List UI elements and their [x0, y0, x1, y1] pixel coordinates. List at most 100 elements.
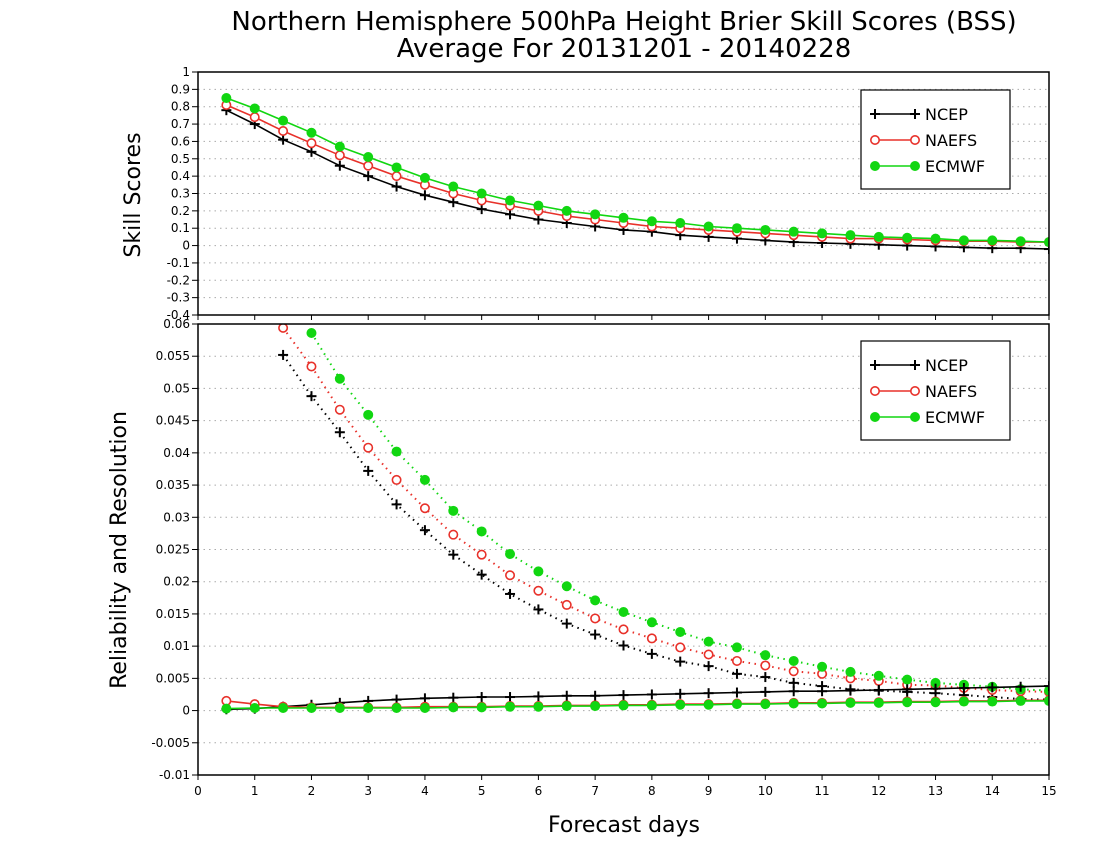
bottom-ecmwf-resolution-point — [561, 701, 572, 712]
bottom-ecmwf-reliability-point — [448, 505, 459, 516]
bottom-y-tick-label: 0.015 — [156, 607, 190, 621]
bottom-ecmwf-resolution-point — [590, 701, 601, 712]
bottom-naefs-reliability-point — [788, 666, 799, 677]
x-tick-label: 2 — [308, 784, 316, 798]
top-ncep-skill-point — [391, 181, 402, 192]
x-tick-label: 14 — [985, 784, 1000, 798]
top-y-tick-label: -0.4 — [167, 308, 190, 322]
top-legend-marker — [910, 161, 920, 171]
bottom-naefs-reliability-point — [448, 529, 459, 540]
bottom-legend-label: NAEFS — [925, 382, 977, 401]
top-ecmwf-skill-point — [561, 205, 572, 216]
bottom-ecmwf-resolution-point — [646, 700, 657, 711]
bottom-ecmwf-resolution-point — [448, 702, 459, 713]
bottom-ncep-reliability-point — [731, 668, 742, 679]
bottom-legend-item-ncep: NCEP — [870, 356, 968, 375]
bottom-legend-marker — [870, 360, 880, 370]
bottom-ecmwf-resolution-point — [618, 700, 629, 711]
bottom-ncep-resolution-point — [703, 688, 714, 699]
top-legend-item-naefs: NAEFS — [869, 131, 977, 150]
top-naefs-skill-point — [249, 112, 260, 123]
bottom-ecmwf-reliability-point — [363, 409, 374, 420]
bottom-ncep-resolution-point — [760, 686, 771, 697]
top-ecmwf-skill-point — [448, 181, 459, 192]
bottom-y-tick-label: 0 — [182, 704, 190, 718]
bottom-legend-label: NCEP — [925, 356, 968, 375]
bottom-y-tick-label: 0.055 — [156, 349, 190, 363]
bottom-naefs-reliability-point — [675, 642, 686, 653]
bottom-ncep-resolution-point — [1015, 681, 1026, 692]
bottom-ecmwf-reliability-point — [731, 642, 742, 653]
top-y-tick-label: -0.2 — [167, 273, 190, 287]
bottom-plot-frame — [197, 323, 1050, 776]
bottom-ncep-resolution-point — [845, 685, 856, 696]
top-ecmwf-skill-point — [505, 195, 516, 206]
bottom-legend-label: ECMWF — [925, 408, 985, 427]
bottom-ecmwf-resolution-point — [476, 702, 487, 713]
top-legend-label: ECMWF — [925, 157, 985, 176]
bottom-ecmwf-resolution-point — [1015, 695, 1026, 706]
top-y-tick-label: 0.9 — [171, 82, 190, 96]
bottom-naefs-reliability-line — [282, 327, 1049, 693]
bottom-ecmwf-resolution-series — [221, 695, 1049, 714]
bottom-ncep-reliability-point — [760, 672, 771, 683]
top-naefs-skill-point — [278, 126, 289, 137]
top-ecmwf-skill-point — [930, 233, 941, 244]
bottom-naefs-reliability-point — [533, 585, 544, 596]
bottom-naefs-reliability-point — [419, 503, 430, 514]
bottom-ncep-resolution-series — [221, 681, 1049, 715]
bottom-y-tick-label: 0.02 — [163, 575, 190, 589]
top-legend-marker — [869, 135, 880, 146]
top-ecmwf-skill-point — [249, 103, 260, 114]
bottom-ecmwf-reliability-point — [476, 526, 487, 537]
bottom-ecmwf-resolution-point — [987, 696, 998, 707]
bottom-ecmwf-reliability-point — [561, 581, 572, 592]
x-tick-label: 4 — [421, 784, 429, 798]
bottom-ecmwf-reliability-point — [817, 661, 828, 672]
bottom-ecmwf-resolution-point — [306, 702, 317, 713]
bottom-ncep-reliability-point — [646, 648, 657, 659]
top-legend-marker — [909, 135, 920, 146]
bottom-ncep-resolution-point — [533, 691, 544, 702]
bottom-ncep-reliability-point — [561, 618, 572, 629]
top-ncep-skill-point — [448, 197, 459, 208]
top-ncep-skill-point — [363, 171, 374, 182]
bottom-ncep-resolution-point — [902, 684, 913, 695]
bottom-ecmwf-reliability-point — [902, 674, 913, 685]
bottom-y-tick-label: 0.005 — [156, 671, 190, 685]
top-y-tick-label: 0.3 — [171, 187, 190, 201]
top-y-tick-label: 0.1 — [171, 221, 190, 235]
bottom-legend: NCEP NAEFS ECMWF — [860, 340, 1011, 441]
top-ncep-skill-series — [221, 105, 1049, 255]
top-y-tick-label: 0.8 — [171, 100, 190, 114]
bottom-ecmwf-resolution-point — [249, 702, 260, 713]
bottom-ecmwf-resolution-point — [278, 702, 289, 713]
bottom-naefs-reliability-point — [306, 361, 317, 372]
bottom-ecmwf-resolution-point — [760, 699, 771, 710]
bottom-naefs-reliability-point — [590, 613, 601, 624]
top-y-tick-label: 0.4 — [171, 169, 190, 183]
bottom-ecmwf-reliability-point — [306, 328, 317, 339]
bottom-ncep-resolution-point — [958, 683, 969, 694]
x-tick-label: 10 — [758, 784, 773, 798]
top-naefs-skill-point — [334, 150, 345, 161]
bottom-ecmwf-resolution-point — [334, 702, 345, 713]
top-ecmwf-skill-point — [902, 232, 913, 243]
top-legend-label: NAEFS — [925, 131, 977, 150]
bottom-ncep-resolution-point — [618, 690, 629, 701]
top-legend-marker — [870, 161, 880, 171]
top-ecmwf-skill-point — [646, 216, 657, 227]
bottom-ncep-resolution-point — [1044, 681, 1049, 692]
bottom-ecmwf-resolution-point — [675, 699, 686, 710]
top-ecmwf-skill-point — [958, 235, 969, 246]
chart-title-line1: Northern Hemisphere 500hPa Height Brier … — [231, 7, 1016, 37]
x-tick-label: 9 — [705, 784, 713, 798]
bottom-naefs-reliability-point — [363, 442, 374, 453]
top-plot-area — [221, 93, 1049, 255]
bottom-ncep-reliability-point — [391, 499, 402, 510]
bottom-ncep-resolution-point — [731, 687, 742, 698]
x-tick-label: 12 — [871, 784, 886, 798]
top-legend-item-ecmwf: ECMWF — [870, 157, 985, 176]
top-ncep-skill-point — [533, 214, 544, 225]
bottom-naefs-reliability-point — [646, 633, 657, 644]
